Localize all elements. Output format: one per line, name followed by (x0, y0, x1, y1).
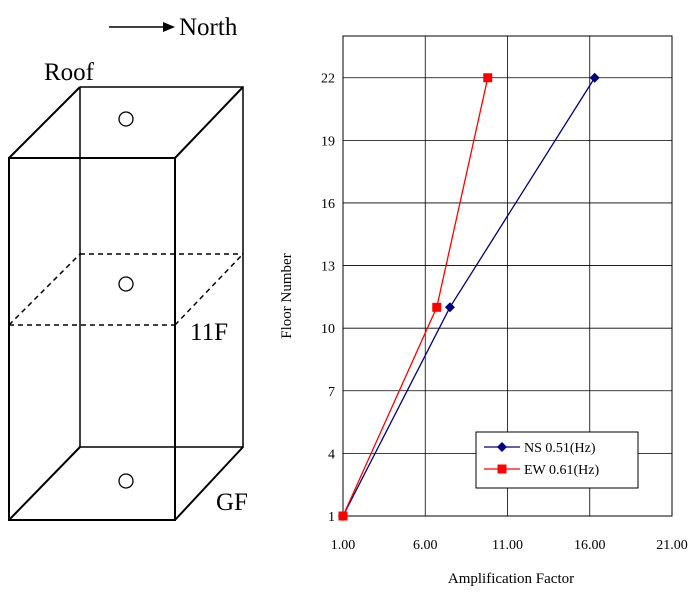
x-tick-label: 21.00 (656, 538, 688, 553)
north-arrow-head (163, 22, 175, 32)
data-point (589, 72, 600, 83)
x-tick-label: 16.00 (574, 538, 606, 553)
sensor-roof-icon (118, 111, 134, 127)
building-diagram: North Roof 11F GF (8, 14, 248, 521)
series-1 (338, 73, 493, 521)
x-tick-label: 6.00 (413, 538, 438, 553)
box-front-edges (8, 86, 244, 521)
y-axis-label: Floor Number (279, 253, 295, 338)
series-line (342, 77, 489, 517)
data-point (444, 302, 455, 313)
data-point (432, 302, 442, 312)
north-label: North (179, 14, 238, 41)
y-tick-label: 1 (328, 510, 335, 525)
mid-floor-plane (8, 253, 244, 326)
y-tick-label: 4 (328, 447, 335, 462)
x-tick-label: 11.00 (492, 538, 523, 553)
y-tick-label: 7 (328, 385, 335, 400)
sensor-gf-icon (118, 473, 134, 489)
data-point (483, 73, 493, 83)
y-tick-labels: 1 4 7 10 13 16 19 22 (321, 72, 335, 525)
data-point (338, 511, 348, 521)
x-tick-labels: 1.00 6.00 11.00 16.00 21.00 (331, 538, 688, 553)
y-tick-label: 22 (321, 72, 335, 87)
mid-floor-label: 11F (190, 319, 228, 346)
x-axis-label: Amplification Factor (448, 571, 574, 587)
amplification-chart: 1 4 7 10 13 16 19 22 1.00 6.00 11.00 16.00 21.00 Am… (279, 35, 688, 587)
legend-label: NS 0.51(Hz) (524, 441, 596, 456)
y-tick-label: 13 (321, 260, 335, 275)
ground-floor-label: GF (216, 489, 248, 516)
roof-label: Roof (44, 59, 95, 86)
x-tick-label: 1.00 (331, 538, 356, 553)
box-back-edges (79, 86, 244, 448)
chart-series (338, 72, 600, 521)
plot-area (342, 35, 673, 517)
legend: NS 0.51(Hz) EW 0.61(Hz) (475, 431, 639, 489)
legend-marker (497, 464, 507, 474)
legend-box (475, 431, 639, 489)
y-tick-label: 19 (321, 134, 335, 149)
y-tick-label: 10 (321, 322, 335, 337)
sensor-11f-icon (118, 276, 134, 292)
y-tick-label: 16 (321, 197, 335, 212)
legend-label: EW 0.61(Hz) (524, 463, 599, 478)
legend-marker (497, 442, 507, 452)
